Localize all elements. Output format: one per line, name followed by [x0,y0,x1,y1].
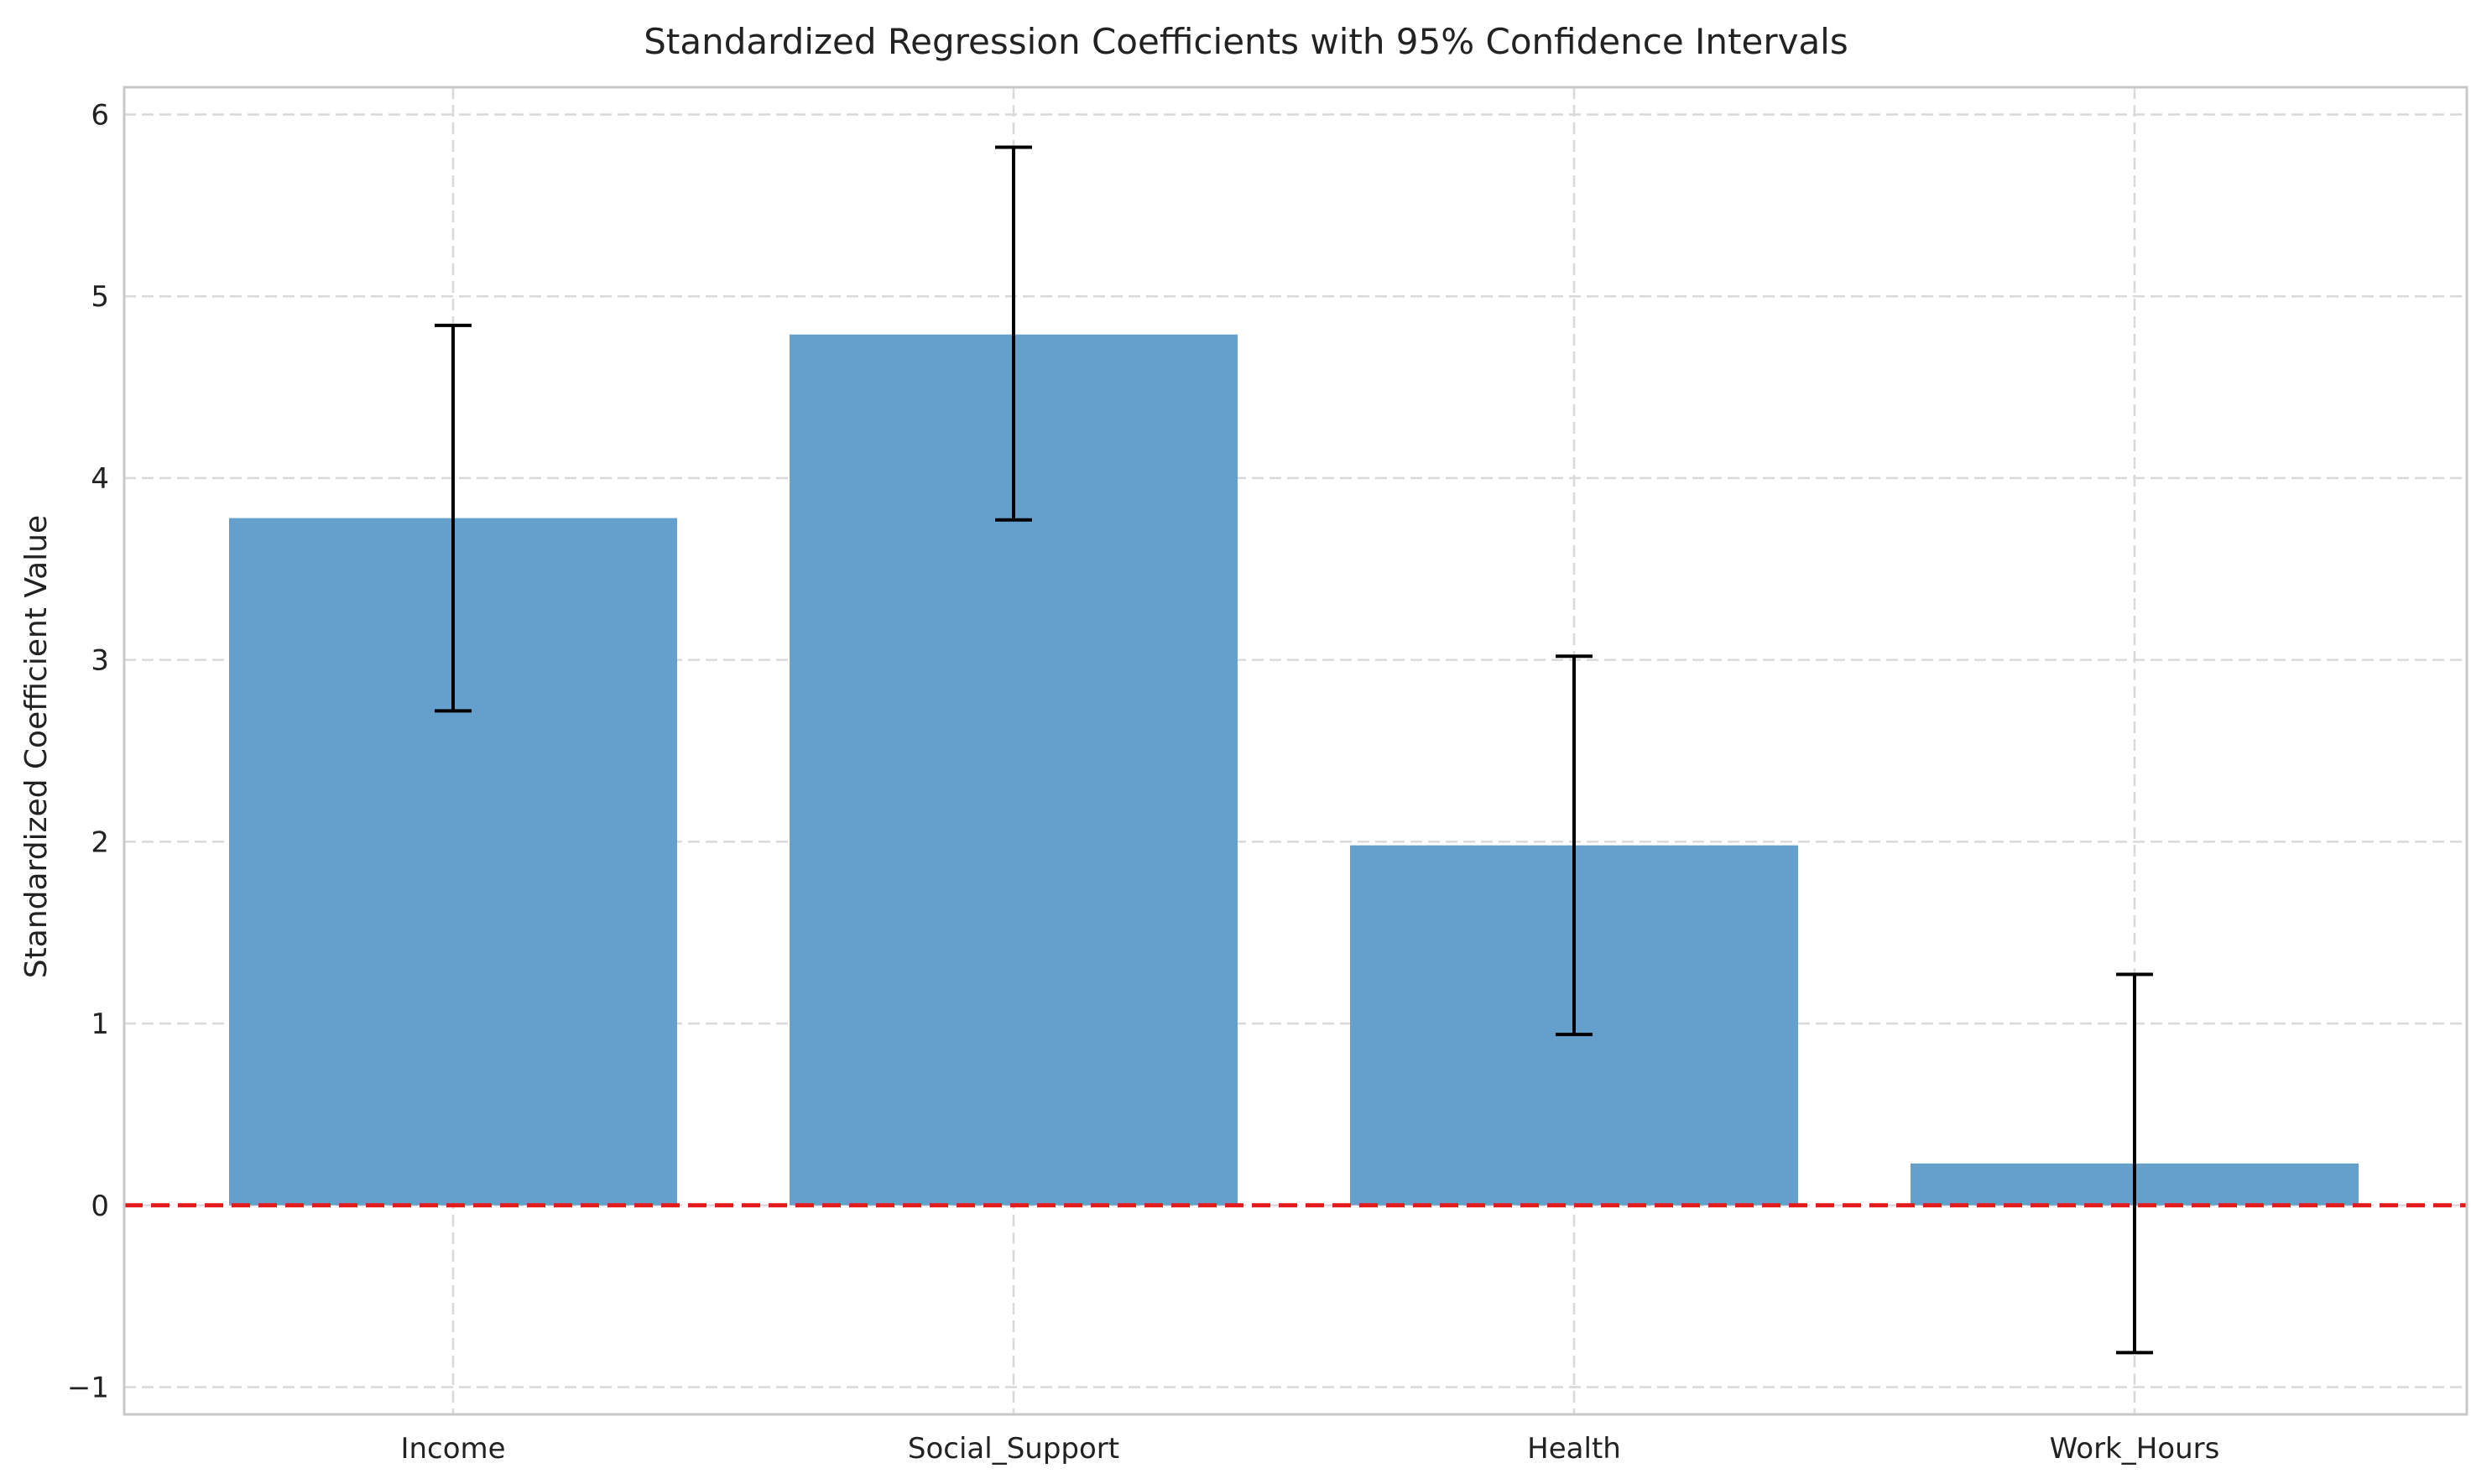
y-tick-label: 3 [91,644,109,678]
x-tick-label: Health [1527,1432,1621,1466]
y-tick-label: 4 [91,462,109,496]
bars [229,334,2359,1205]
error-bar-work-hours [2116,972,2153,1355]
y-tick-label: 0 [91,1190,109,1223]
x-tick-label: Income [400,1432,505,1466]
y-tick-label: 1 [91,1008,109,1041]
x-tick-label: Work_Hours [2050,1432,2220,1466]
error-bar-health [1556,654,1593,1037]
y-tick-label: −1 [67,1371,109,1404]
y-tick-label: 5 [91,280,109,314]
error-bars [435,145,2153,1355]
y-axis-title: Standardized Coefficient Value [19,515,54,978]
x-tick-label: Social_Support [908,1432,1119,1466]
y-tick-label: 2 [91,825,109,859]
error-bar-social-support [995,145,1032,522]
y-tick-labels: −1 0 1 2 3 4 5 6 [67,99,109,1405]
error-bar-income [435,323,472,713]
chart-title: Standardized Regression Coefficients wit… [644,21,1848,62]
y-tick-label: 6 [91,99,109,133]
plot-frame [123,86,2469,1416]
x-tick-labels: Income Social_Support Health Work_Hours [400,1432,2219,1466]
